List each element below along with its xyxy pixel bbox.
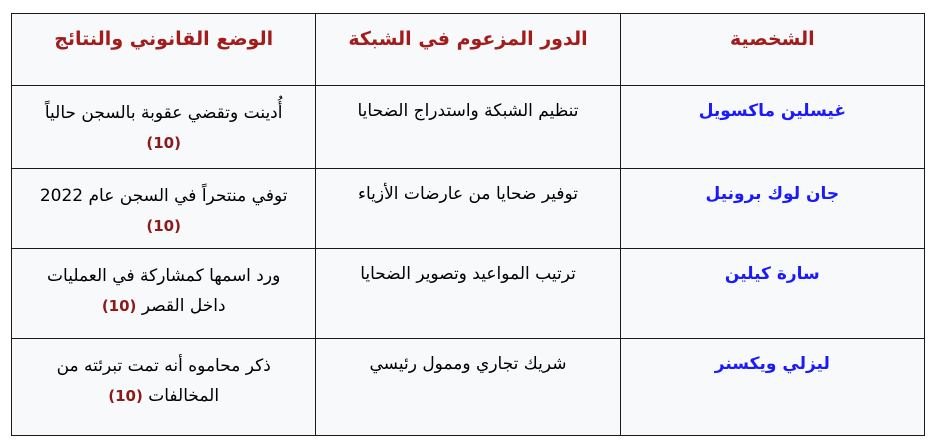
status-line-1: توفي منتحراً في السجن عام 2022 — [39, 186, 288, 206]
role-text: شريك تجاري وممول رئيسي — [369, 354, 567, 374]
status-line-2: (10) — [18, 211, 309, 241]
header-cell-role: الدور المزعوم في الشبكة — [315, 13, 621, 86]
header-row: الشخصية الدور المزعوم في الشبكة الوضع ال… — [10, 13, 926, 86]
status-line-2-text: داخل القصر — [141, 296, 226, 316]
status-line-2-text: المخالفات — [148, 386, 220, 406]
reference-marker[interactable]: (10) — [146, 217, 181, 235]
status-line-2: (10) — [18, 128, 309, 158]
character-name-link[interactable]: ليزلي ويكسنر — [714, 354, 830, 374]
status-line-2: داخل القصر (10) — [18, 291, 309, 321]
reference-marker[interactable]: (10) — [146, 134, 181, 152]
table-row: جان لوك برونيل توفير ضحايا من عارضات الأ… — [10, 168, 926, 249]
character-name-link[interactable]: سارة كيلين — [724, 264, 820, 284]
character-name-cell: سارة كيلين — [619, 248, 926, 339]
status-cell: توفي منتحراً في السجن عام 2022 (10) — [10, 168, 317, 249]
role-text: توفير ضحايا من عارضات الأزياء — [358, 184, 578, 204]
header-cell-character: الشخصية — [619, 13, 926, 86]
status-cell: ذكر محاموه أنه تمت تبرئته من المخالفات (… — [10, 338, 317, 436]
reference-marker[interactable]: (10) — [108, 387, 143, 405]
characters-table: الشخصية الدور المزعوم في الشبكة الوضع ال… — [10, 13, 926, 436]
character-name-link[interactable]: جان لوك برونيل — [705, 184, 840, 204]
status-line-1: ذكر محاموه أنه تمت تبرئته من — [56, 356, 271, 376]
status-text: ورد اسمها كمشاركة في العمليات داخل القصر… — [18, 261, 309, 321]
character-name-cell: ليزلي ويكسنر — [619, 338, 926, 436]
header-cell-status: الوضع القانوني والنتائج — [10, 13, 317, 86]
table-row: سارة كيلين ترتيب المواعيد وتصوير الضحايا… — [10, 248, 926, 339]
status-line-2: المخالفات (10) — [18, 381, 309, 411]
table-row: ليزلي ويكسنر شريك تجاري وممول رئيسي ذكر … — [10, 338, 926, 436]
role-cell: ترتيب المواعيد وتصوير الضحايا — [315, 248, 621, 339]
character-name-cell: جان لوك برونيل — [619, 168, 926, 249]
status-text: ذكر محاموه أنه تمت تبرئته من المخالفات (… — [18, 351, 309, 411]
role-text: تنظيم الشبكة واستدراج الضحايا — [357, 101, 579, 121]
role-cell: شريك تجاري وممول رئيسي — [315, 338, 621, 436]
status-cell: ورد اسمها كمشاركة في العمليات داخل القصر… — [10, 248, 317, 339]
status-text: توفي منتحراً في السجن عام 2022 (10) — [18, 181, 309, 241]
character-name-link[interactable]: غيسلين ماكسويل — [698, 101, 846, 121]
status-line-1: أُدينت وتقضي عقوبة بالسجن حالياً — [44, 103, 283, 123]
table-row: غيسلين ماكسويل تنظيم الشبكة واستدراج الض… — [10, 85, 926, 169]
role-text: ترتيب المواعيد وتصوير الضحايا — [360, 264, 576, 284]
character-name-cell: غيسلين ماكسويل — [619, 85, 926, 169]
role-cell: تنظيم الشبكة واستدراج الضحايا — [315, 85, 621, 169]
role-cell: توفير ضحايا من عارضات الأزياء — [315, 168, 621, 249]
status-text: أُدينت وتقضي عقوبة بالسجن حالياً (10) — [18, 98, 309, 158]
status-cell: أُدينت وتقضي عقوبة بالسجن حالياً (10) — [10, 85, 317, 169]
reference-marker[interactable]: (10) — [101, 297, 137, 315]
status-line-1: ورد اسمها كمشاركة في العمليات — [47, 266, 281, 286]
